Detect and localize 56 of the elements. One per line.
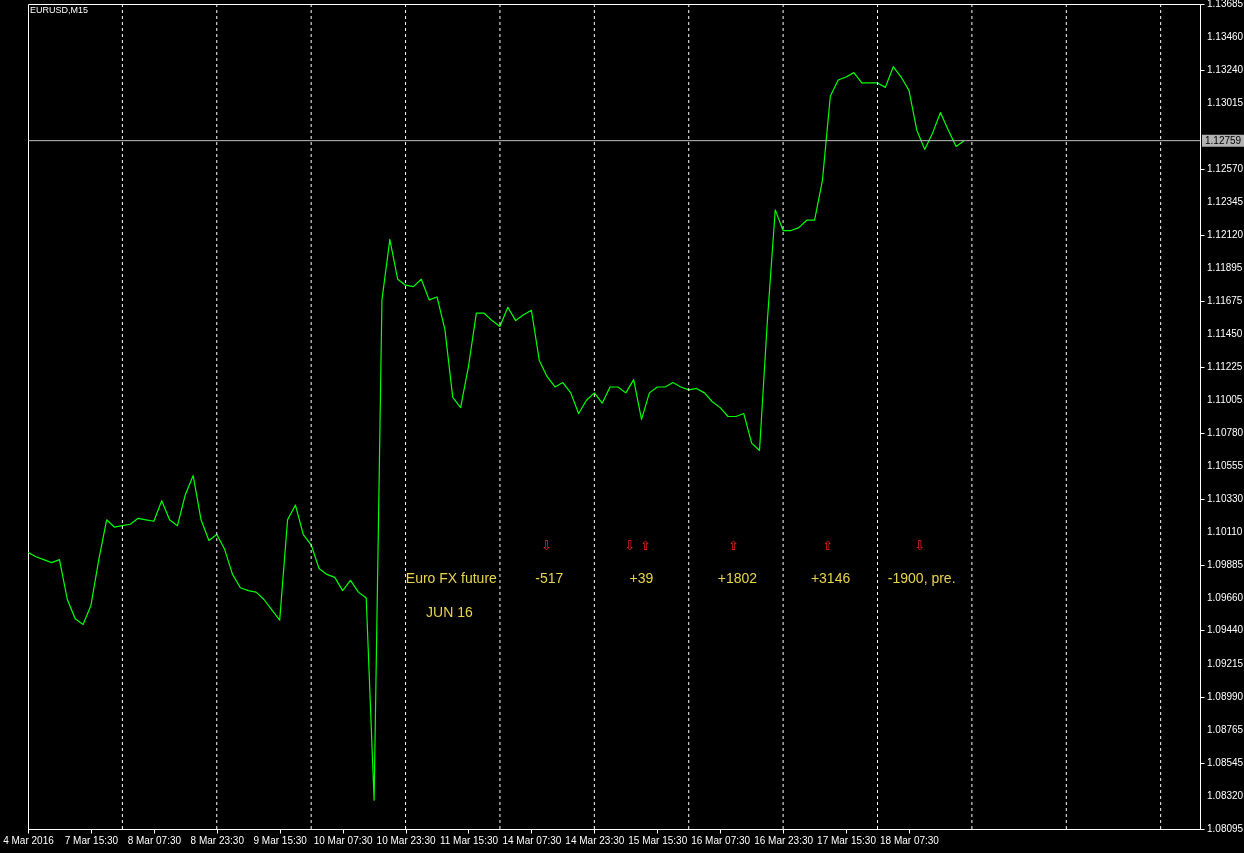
x-tick-label: 14 Mar 23:30 <box>565 834 625 846</box>
y-tick-label: 1.12120 <box>1207 228 1244 240</box>
y-tick-label: 1.10330 <box>1207 493 1244 505</box>
y-tick-label: 1.13240 <box>1207 63 1244 75</box>
y-tick-label: 1.08545 <box>1207 756 1244 768</box>
y-tick-label: 1.09440 <box>1207 624 1244 636</box>
y-tick-label: 1.09215 <box>1207 657 1244 669</box>
x-tick-label: 8 Mar 07:30 <box>127 834 182 846</box>
y-tick-label: 1.10780 <box>1207 426 1244 438</box>
annotation: JUN 16 <box>426 604 473 620</box>
annotation: +1802 <box>717 570 758 586</box>
y-tick-label: 1.12570 <box>1207 162 1244 174</box>
y-tick-label: 1.10110 <box>1207 525 1243 537</box>
chart-title: EURUSD,M15 <box>30 5 89 15</box>
y-tick-label: 1.08095 <box>1207 823 1244 834</box>
y-tick-label: 1.09885 <box>1207 558 1244 570</box>
annotation: ⇩ <box>914 538 926 553</box>
y-tick-label: 1.08765 <box>1207 724 1244 736</box>
y-tick-label: 1.09660 <box>1207 592 1244 604</box>
y-tick-label: 1.11450 <box>1207 327 1243 339</box>
x-tick-label: 15 Mar 15:30 <box>628 834 688 846</box>
y-tick-label: 1.11005 <box>1207 393 1243 405</box>
y-tick-label: 1.11895 <box>1207 262 1243 274</box>
annotation: ⇧ <box>728 538 739 553</box>
x-tick-label: 16 Mar 23:30 <box>754 834 814 846</box>
line-series <box>28 66 965 801</box>
y-tick-label: 1.13015 <box>1207 96 1244 108</box>
x-tick-label: 7 Mar 15:30 <box>64 834 119 846</box>
x-tick-label: 18 Mar 07:30 <box>880 834 940 846</box>
annotation: ⇩ <box>624 538 636 553</box>
y-tick-label: 1.13460 <box>1207 31 1244 43</box>
y-tick-label: 1.08320 <box>1207 789 1244 801</box>
x-tick-label: 8 Mar 23:30 <box>190 834 245 846</box>
x-tick-label: 10 Mar 23:30 <box>376 834 436 846</box>
y-tick-label: 1.11225 <box>1207 361 1243 373</box>
x-tick-label: 10 Mar 07:30 <box>313 834 374 846</box>
x-tick-label: 14 Mar 07:30 <box>502 834 562 846</box>
x-tick-label: 11 Mar 15:30 <box>439 834 499 846</box>
annotation: ⇩ <box>540 538 552 553</box>
annotation: ⇧ <box>822 538 834 553</box>
x-tick-label: 17 Mar 15:30 <box>817 834 877 846</box>
annotation: -517 <box>535 570 564 586</box>
annotation: -1900, pre. <box>887 570 956 586</box>
x-tick-label: 4 Mar 2016 <box>3 834 55 846</box>
annotation: +39 <box>629 570 654 586</box>
annotation: ⇧ <box>639 538 651 553</box>
ref-line-label: 1.12759 <box>1205 134 1242 146</box>
annotation: Euro FX future <box>405 570 498 586</box>
y-tick-label: 1.11675 <box>1207 294 1243 306</box>
y-tick-label: 1.08990 <box>1207 690 1244 702</box>
annotation: +3146 <box>810 570 851 586</box>
x-tick-label: 9 Mar 15:30 <box>253 834 308 846</box>
x-tick-label: 16 Mar 07:30 <box>691 834 751 846</box>
y-tick-label: 1.10555 <box>1207 459 1244 471</box>
y-tick-label: 1.13685 <box>1207 0 1244 9</box>
y-tick-label: 1.12345 <box>1207 195 1244 207</box>
